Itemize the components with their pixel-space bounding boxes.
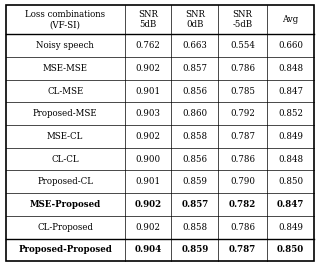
Text: 0.856: 0.856 [182,86,207,95]
Text: 0.902: 0.902 [135,64,160,73]
Text: 0.852: 0.852 [278,109,303,118]
Text: 0.900: 0.900 [135,155,161,164]
Text: Proposed-CL: Proposed-CL [37,177,93,186]
Text: Loss combinations
(VF-SI): Loss combinations (VF-SI) [25,10,105,29]
Text: Proposed-MSE: Proposed-MSE [33,109,98,118]
Text: 0.858: 0.858 [182,223,207,232]
Text: 0.902: 0.902 [134,200,162,209]
Text: 0.857: 0.857 [182,64,207,73]
Text: CL-MSE: CL-MSE [47,86,83,95]
Text: 0.860: 0.860 [182,109,207,118]
Text: 0.903: 0.903 [136,109,160,118]
Text: 0.663: 0.663 [182,41,207,50]
Text: MSE-CL: MSE-CL [47,132,83,141]
Text: 0.792: 0.792 [230,109,255,118]
Text: 0.859: 0.859 [182,177,207,186]
Text: 0.857: 0.857 [181,200,209,209]
Text: MSE-MSE: MSE-MSE [43,64,88,73]
Text: SNR
-5dB: SNR -5dB [233,10,253,29]
Text: 0.554: 0.554 [230,41,255,50]
Text: MSE-Proposed: MSE-Proposed [29,200,101,209]
Text: 0.859: 0.859 [181,245,209,254]
Text: 0.856: 0.856 [182,155,207,164]
Text: 0.848: 0.848 [278,155,303,164]
Text: 0.847: 0.847 [278,86,303,95]
Text: 0.786: 0.786 [230,223,255,232]
Text: 0.848: 0.848 [278,64,303,73]
Text: SNR
5dB: SNR 5dB [138,10,158,29]
Text: 0.786: 0.786 [230,155,255,164]
Text: 0.850: 0.850 [277,245,304,254]
Text: 0.790: 0.790 [230,177,255,186]
Text: 0.785: 0.785 [230,86,255,95]
Text: 0.901: 0.901 [135,86,161,95]
Text: CL-Proposed: CL-Proposed [37,223,93,232]
Text: 0.786: 0.786 [230,64,255,73]
Text: 0.902: 0.902 [135,223,160,232]
Text: Proposed-Proposed: Proposed-Proposed [18,245,112,254]
Text: Noisy speech: Noisy speech [36,41,94,50]
Text: 0.858: 0.858 [182,132,207,141]
Text: 0.849: 0.849 [278,223,303,232]
Text: 0.782: 0.782 [229,200,256,209]
Text: 0.762: 0.762 [136,41,160,50]
Text: 0.847: 0.847 [277,200,304,209]
Text: 0.787: 0.787 [230,132,255,141]
Text: 0.904: 0.904 [134,245,162,254]
Text: 0.850: 0.850 [278,177,303,186]
Text: Avg: Avg [283,15,299,24]
Text: 0.660: 0.660 [278,41,303,50]
Text: 0.901: 0.901 [135,177,161,186]
Text: 0.849: 0.849 [278,132,303,141]
Text: 0.902: 0.902 [135,132,160,141]
Text: 0.787: 0.787 [229,245,256,254]
Text: CL-CL: CL-CL [51,155,79,164]
Text: SNR
0dB: SNR 0dB [185,10,205,29]
